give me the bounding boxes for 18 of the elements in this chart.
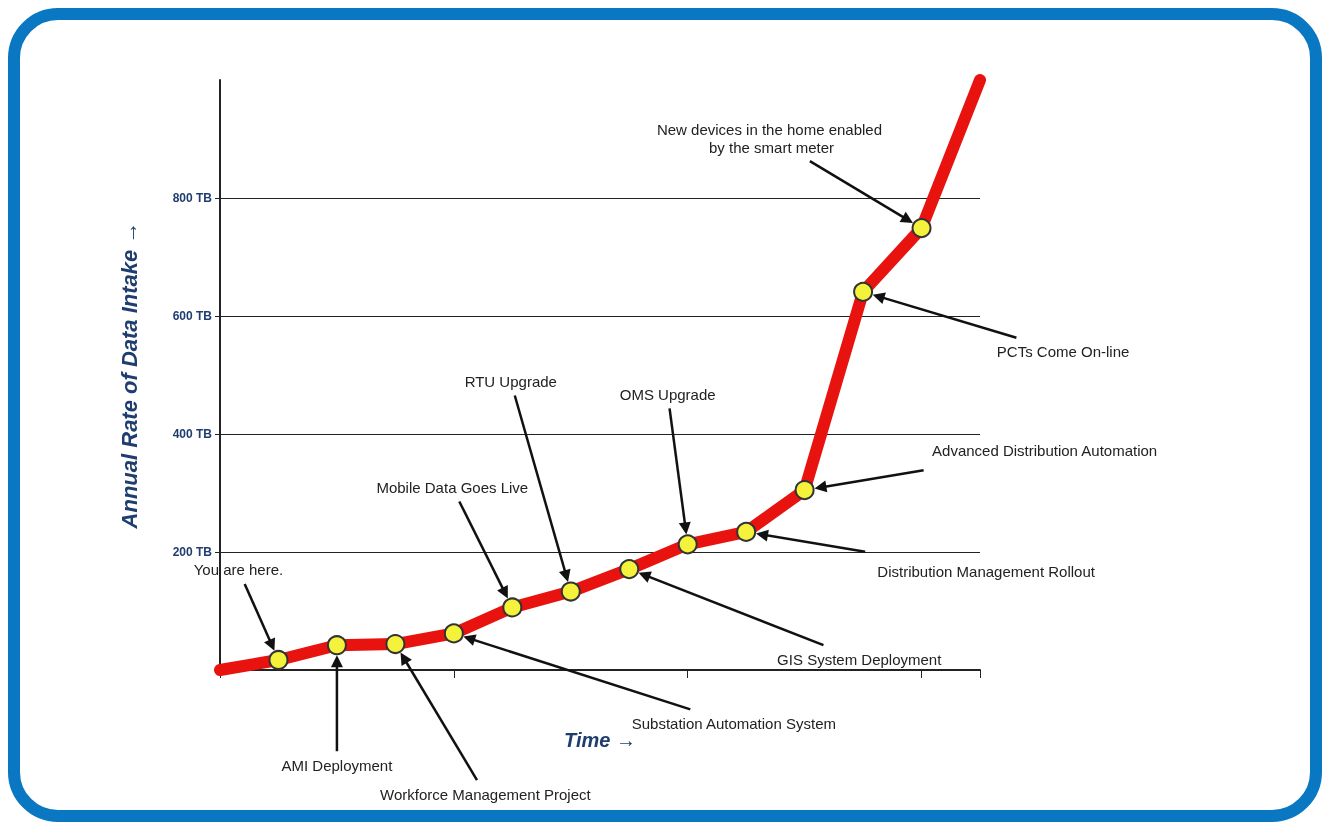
annotation: OMS Upgrade xyxy=(619,385,716,403)
text: Workforce Management Project xyxy=(380,785,592,803)
annotation: Advanced Distribution Automation xyxy=(932,441,1158,459)
text: AMI Deployment xyxy=(281,756,394,774)
y-tick-label: 200 TB xyxy=(172,545,213,559)
text: PCTs Come On-line xyxy=(996,343,1130,361)
y-tick-label: 400 TB xyxy=(172,427,213,441)
annotation: RTU Upgrade xyxy=(464,373,557,391)
y-axis-title: Annual Rate of Data Intake → xyxy=(116,221,142,530)
x-axis-title: Time → xyxy=(564,729,636,751)
annotation: New devices in the home enabled by the smart meter xyxy=(656,120,887,156)
annotation: Distribution Management Rollout xyxy=(877,563,1096,581)
y-tick-label: 600 TB xyxy=(172,309,213,323)
annotation: You are here. xyxy=(193,561,284,579)
y-tick-label: 800 TB xyxy=(172,191,213,205)
text: Substation Automation System xyxy=(631,714,836,732)
annotation: GIS System Deployment xyxy=(777,650,943,668)
annotation: Mobile Data Goes Live xyxy=(376,478,529,496)
